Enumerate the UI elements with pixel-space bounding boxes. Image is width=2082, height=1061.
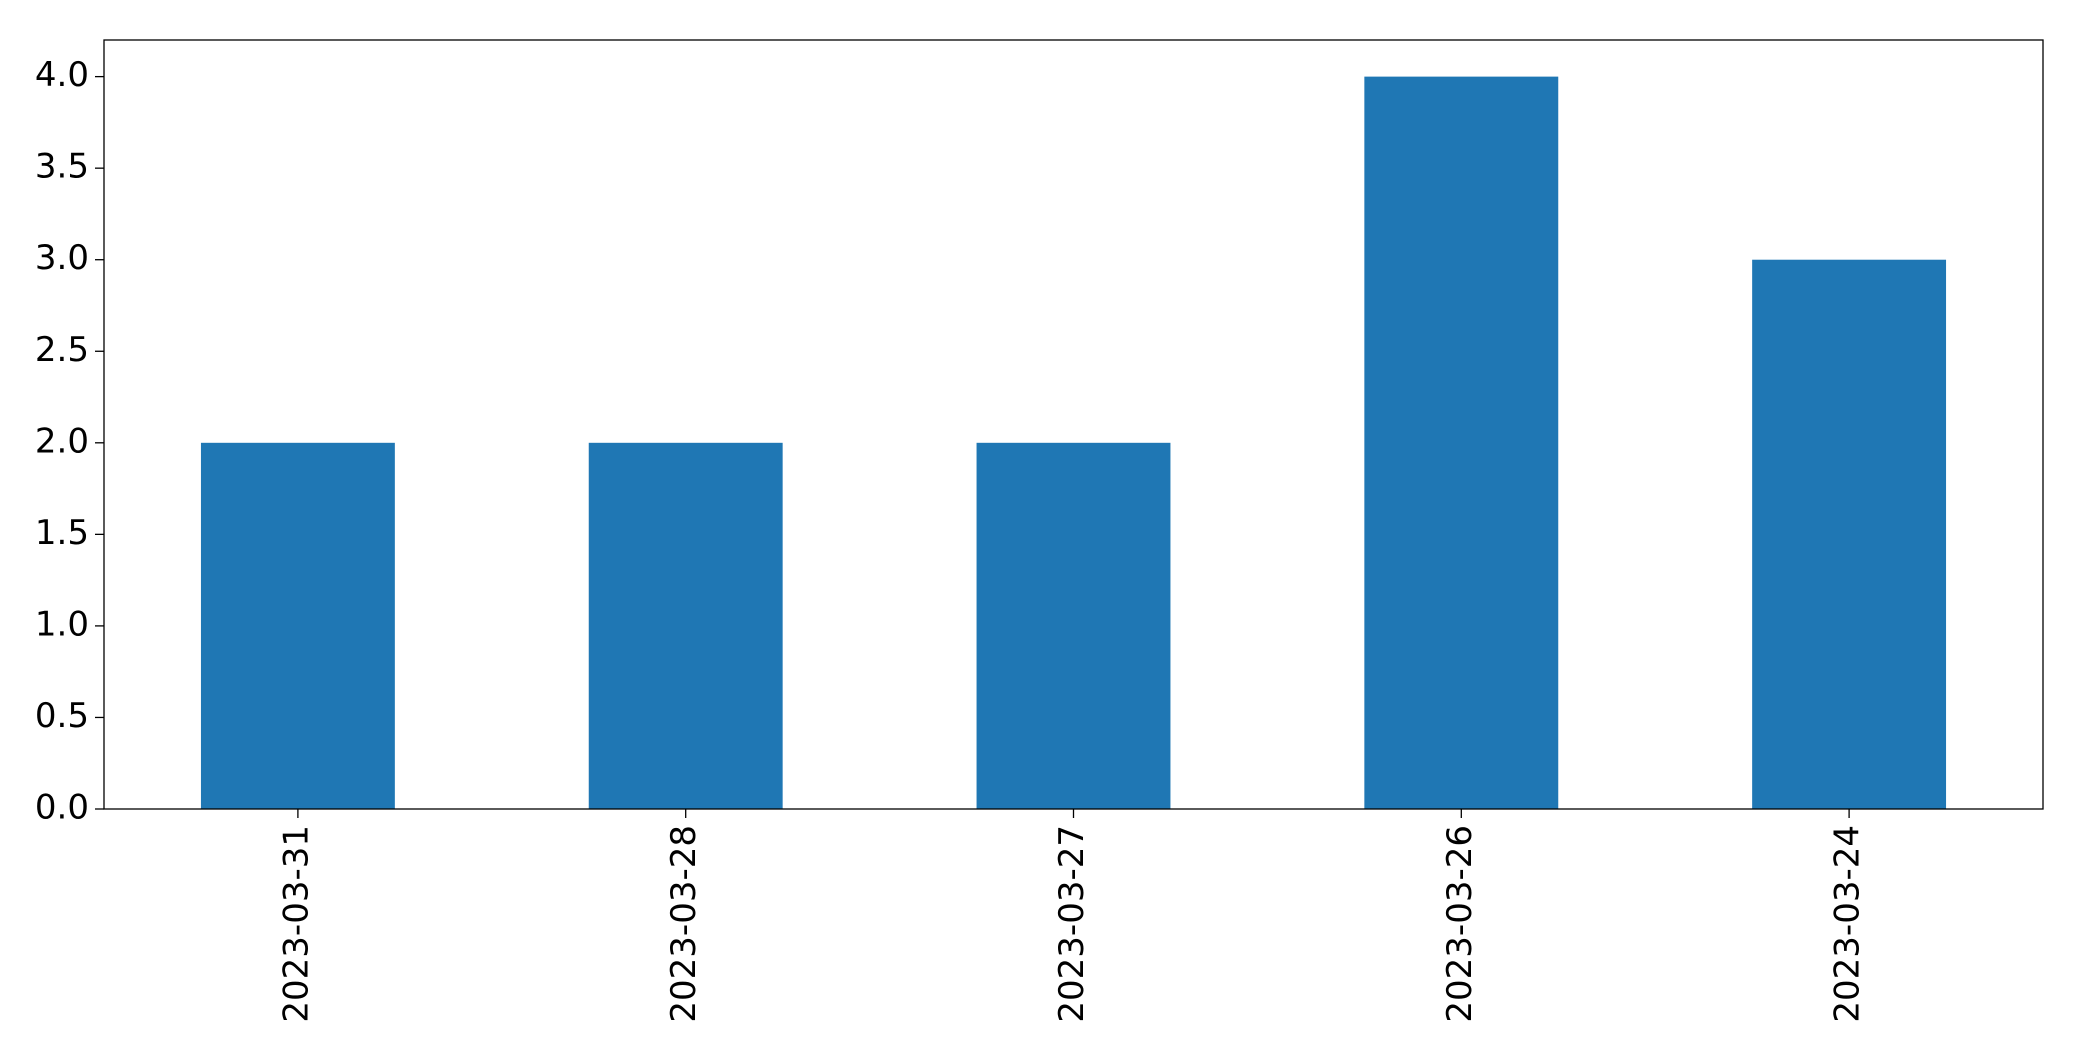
bar <box>976 442 1171 809</box>
y-tick-label: 0.5 <box>35 696 89 736</box>
x-tick-label: 2023-03-26 <box>1440 825 1480 1023</box>
plot-frame <box>103 39 2044 810</box>
x-tick-label: 2023-03-28 <box>664 825 704 1023</box>
y-tick-label: 0.0 <box>35 788 89 828</box>
y-tick-label: 1.0 <box>35 604 89 644</box>
y-tick-label: 3.0 <box>35 238 89 278</box>
bar <box>1752 259 1947 809</box>
bar <box>200 442 395 809</box>
y-tick-label: 2.5 <box>35 330 89 370</box>
y-tick-label: 2.0 <box>35 421 89 461</box>
x-tick-label: 2023-03-27 <box>1052 825 1092 1023</box>
x-tick-label: 2023-03-31 <box>276 825 316 1023</box>
bar <box>1364 76 1559 810</box>
y-tick-label: 3.5 <box>35 147 89 187</box>
x-tick-label: 2023-03-24 <box>1828 825 1868 1023</box>
bar <box>588 442 783 809</box>
y-tick-label: 4.0 <box>35 55 89 95</box>
y-tick-label: 1.5 <box>35 513 89 553</box>
